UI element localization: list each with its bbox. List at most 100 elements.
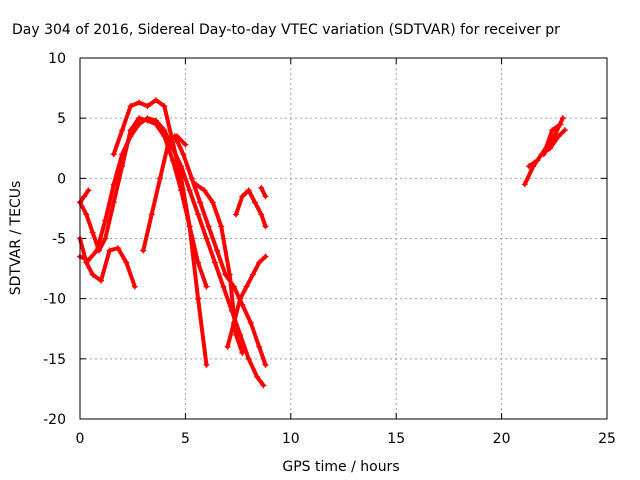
data-point	[95, 247, 102, 254]
data-point	[549, 127, 556, 134]
data-point	[256, 259, 263, 266]
data-point	[165, 139, 172, 146]
data-point	[157, 175, 164, 182]
data-point	[251, 199, 258, 206]
data-point	[178, 175, 185, 182]
data-point	[192, 181, 199, 188]
data-point	[106, 247, 113, 254]
data-point	[140, 247, 147, 254]
series-arc-14	[540, 121, 564, 158]
data-point	[180, 151, 187, 158]
data-point	[247, 319, 254, 326]
data-point	[220, 283, 227, 290]
data-point	[127, 103, 134, 110]
series-line	[141, 134, 188, 253]
series-line	[259, 185, 268, 199]
data-point	[203, 361, 210, 368]
data-point	[239, 193, 246, 200]
y-tick-labels: 10 5 0 -5 -10 -15 -20	[43, 51, 66, 428]
data-point	[201, 187, 208, 194]
data-point	[232, 331, 239, 338]
data-point	[211, 259, 218, 266]
data-point	[102, 235, 109, 242]
data-point	[182, 141, 189, 148]
data-point	[195, 211, 202, 218]
data-point	[214, 247, 221, 254]
data-point	[197, 199, 204, 206]
data-point	[81, 193, 88, 200]
data-point	[148, 211, 155, 218]
data-point	[136, 99, 143, 106]
data-point	[262, 193, 269, 200]
tick-marks	[79, 57, 608, 420]
data-point	[89, 271, 96, 278]
plot-frame	[79, 57, 608, 420]
gridlines	[80, 58, 607, 419]
data-point	[205, 223, 212, 230]
data-point	[152, 121, 159, 128]
data-point	[226, 271, 233, 278]
y-tick-label: -15	[43, 352, 66, 368]
data-point	[551, 133, 558, 140]
y-tick-label: 5	[57, 111, 66, 127]
data-point	[98, 277, 105, 284]
data-point	[152, 97, 159, 104]
data-point	[245, 187, 252, 194]
data-point	[209, 199, 216, 206]
data-point	[131, 283, 138, 290]
data-point	[169, 157, 176, 164]
data-point	[561, 127, 568, 134]
data-point	[171, 133, 178, 140]
series-line	[233, 188, 268, 229]
data-point	[102, 217, 109, 224]
data-point	[186, 187, 193, 194]
y-tick-label: -20	[43, 412, 66, 428]
series-line	[78, 116, 209, 289]
data-point	[262, 223, 269, 230]
x-tick-label: 15	[387, 431, 405, 447]
data-point	[83, 211, 90, 218]
x-tick-label: 0	[76, 431, 85, 447]
series-arc-5	[77, 187, 92, 206]
data-point	[110, 199, 117, 206]
data-point	[254, 373, 261, 380]
data-point	[144, 117, 151, 124]
data-point	[232, 211, 239, 218]
data-point	[119, 127, 126, 134]
data-point	[188, 175, 195, 182]
y-tick-label: 0	[57, 171, 66, 187]
series-arc-9	[192, 181, 246, 356]
data-point	[136, 115, 143, 122]
series-line	[172, 134, 268, 367]
data-point	[161, 103, 168, 110]
series-arc-1	[77, 235, 138, 290]
data-point	[260, 382, 267, 389]
data-point	[123, 259, 130, 266]
data-point	[114, 245, 121, 252]
series-line	[111, 98, 209, 367]
data-point	[85, 257, 92, 264]
data-point	[224, 343, 231, 350]
y-tick-label: 10	[48, 51, 66, 67]
data-point	[89, 229, 96, 236]
data-point	[557, 121, 564, 128]
data-point	[239, 349, 246, 356]
data-point	[540, 151, 547, 158]
series-line	[78, 236, 137, 289]
data-point	[195, 295, 202, 302]
data-point	[534, 157, 541, 164]
data-point	[144, 103, 151, 110]
x-tick-label: 5	[181, 431, 190, 447]
data-point	[203, 283, 210, 290]
chart-title: Day 304 of 2016, Sidereal Day-to-day VTE…	[12, 22, 560, 38]
data-point	[127, 127, 134, 134]
series-arc-4	[110, 97, 210, 368]
x-tick-label: 20	[493, 431, 511, 447]
series-arc-11	[258, 184, 269, 200]
data-point	[521, 181, 528, 188]
data-point	[237, 295, 244, 302]
data-point	[258, 184, 265, 191]
data-point	[256, 343, 263, 350]
x-tick-label: 10	[282, 431, 300, 447]
data-traces	[77, 97, 568, 389]
